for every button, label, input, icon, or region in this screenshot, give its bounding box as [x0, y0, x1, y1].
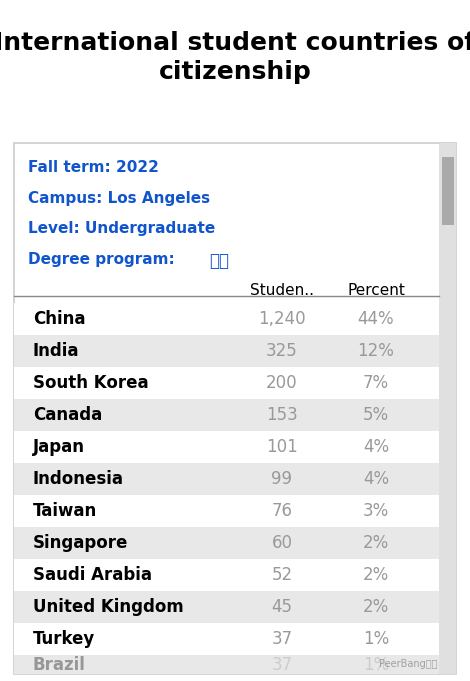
Text: 52: 52 — [272, 566, 292, 584]
Text: 4%: 4% — [363, 438, 389, 456]
Text: PeerBang留学: PeerBang留学 — [379, 659, 437, 669]
Text: 1,240: 1,240 — [258, 310, 306, 328]
Text: 45: 45 — [272, 598, 292, 616]
Bar — [14, 367, 439, 399]
Text: Campus: Los Angeles: Campus: Los Angeles — [28, 191, 211, 206]
Text: 全部: 全部 — [209, 252, 229, 270]
Text: Studen..: Studen.. — [250, 283, 314, 298]
Text: 153: 153 — [266, 406, 298, 424]
Text: 4%: 4% — [363, 470, 389, 488]
Text: 1%: 1% — [363, 630, 389, 648]
Bar — [14, 655, 439, 674]
Bar — [14, 559, 439, 591]
Bar — [14, 591, 439, 623]
Text: China: China — [33, 310, 86, 328]
Bar — [14, 143, 456, 674]
Text: Brazil: Brazil — [33, 656, 86, 674]
Text: South Korea: South Korea — [33, 374, 149, 392]
Text: 44%: 44% — [358, 310, 394, 328]
Text: 99: 99 — [272, 470, 292, 488]
Text: Indonesia: Indonesia — [33, 470, 124, 488]
Text: 1%: 1% — [363, 656, 389, 674]
Bar — [14, 495, 439, 527]
Text: Percent: Percent — [347, 283, 405, 298]
Text: 2%: 2% — [363, 534, 389, 552]
Text: Level: Undergraduate: Level: Undergraduate — [28, 221, 215, 236]
Bar — [442, 157, 454, 225]
Text: International student countries of
citizenship: International student countries of citiz… — [0, 31, 470, 84]
Text: 12%: 12% — [358, 342, 394, 360]
Text: Turkey: Turkey — [33, 630, 95, 648]
Text: 60: 60 — [272, 534, 292, 552]
Text: Saudi Arabia: Saudi Arabia — [33, 566, 152, 584]
Text: 3%: 3% — [363, 502, 389, 520]
Bar — [14, 335, 439, 367]
Text: 325: 325 — [266, 342, 298, 360]
Bar — [14, 527, 439, 559]
Bar — [14, 623, 439, 655]
Text: 2%: 2% — [363, 598, 389, 616]
Text: Taiwan: Taiwan — [33, 502, 97, 520]
Bar — [14, 431, 439, 463]
Text: Japan: Japan — [33, 438, 85, 456]
Text: Fall term: 2022: Fall term: 2022 — [28, 160, 159, 175]
Text: 37: 37 — [272, 656, 292, 674]
Bar — [14, 399, 439, 431]
Text: 76: 76 — [272, 502, 292, 520]
Text: Degree program:: Degree program: — [28, 252, 180, 267]
Text: 37: 37 — [272, 630, 292, 648]
Text: 2%: 2% — [363, 566, 389, 584]
Text: United Kingdom: United Kingdom — [33, 598, 184, 616]
Text: 5%: 5% — [363, 406, 389, 424]
Bar — [14, 303, 439, 335]
Bar — [439, 143, 456, 674]
Text: 200: 200 — [266, 374, 298, 392]
Text: 7%: 7% — [363, 374, 389, 392]
Bar — [14, 463, 439, 495]
Text: Singapore: Singapore — [33, 534, 128, 552]
Text: India: India — [33, 342, 79, 360]
Text: Canada: Canada — [33, 406, 102, 424]
Text: 101: 101 — [266, 438, 298, 456]
